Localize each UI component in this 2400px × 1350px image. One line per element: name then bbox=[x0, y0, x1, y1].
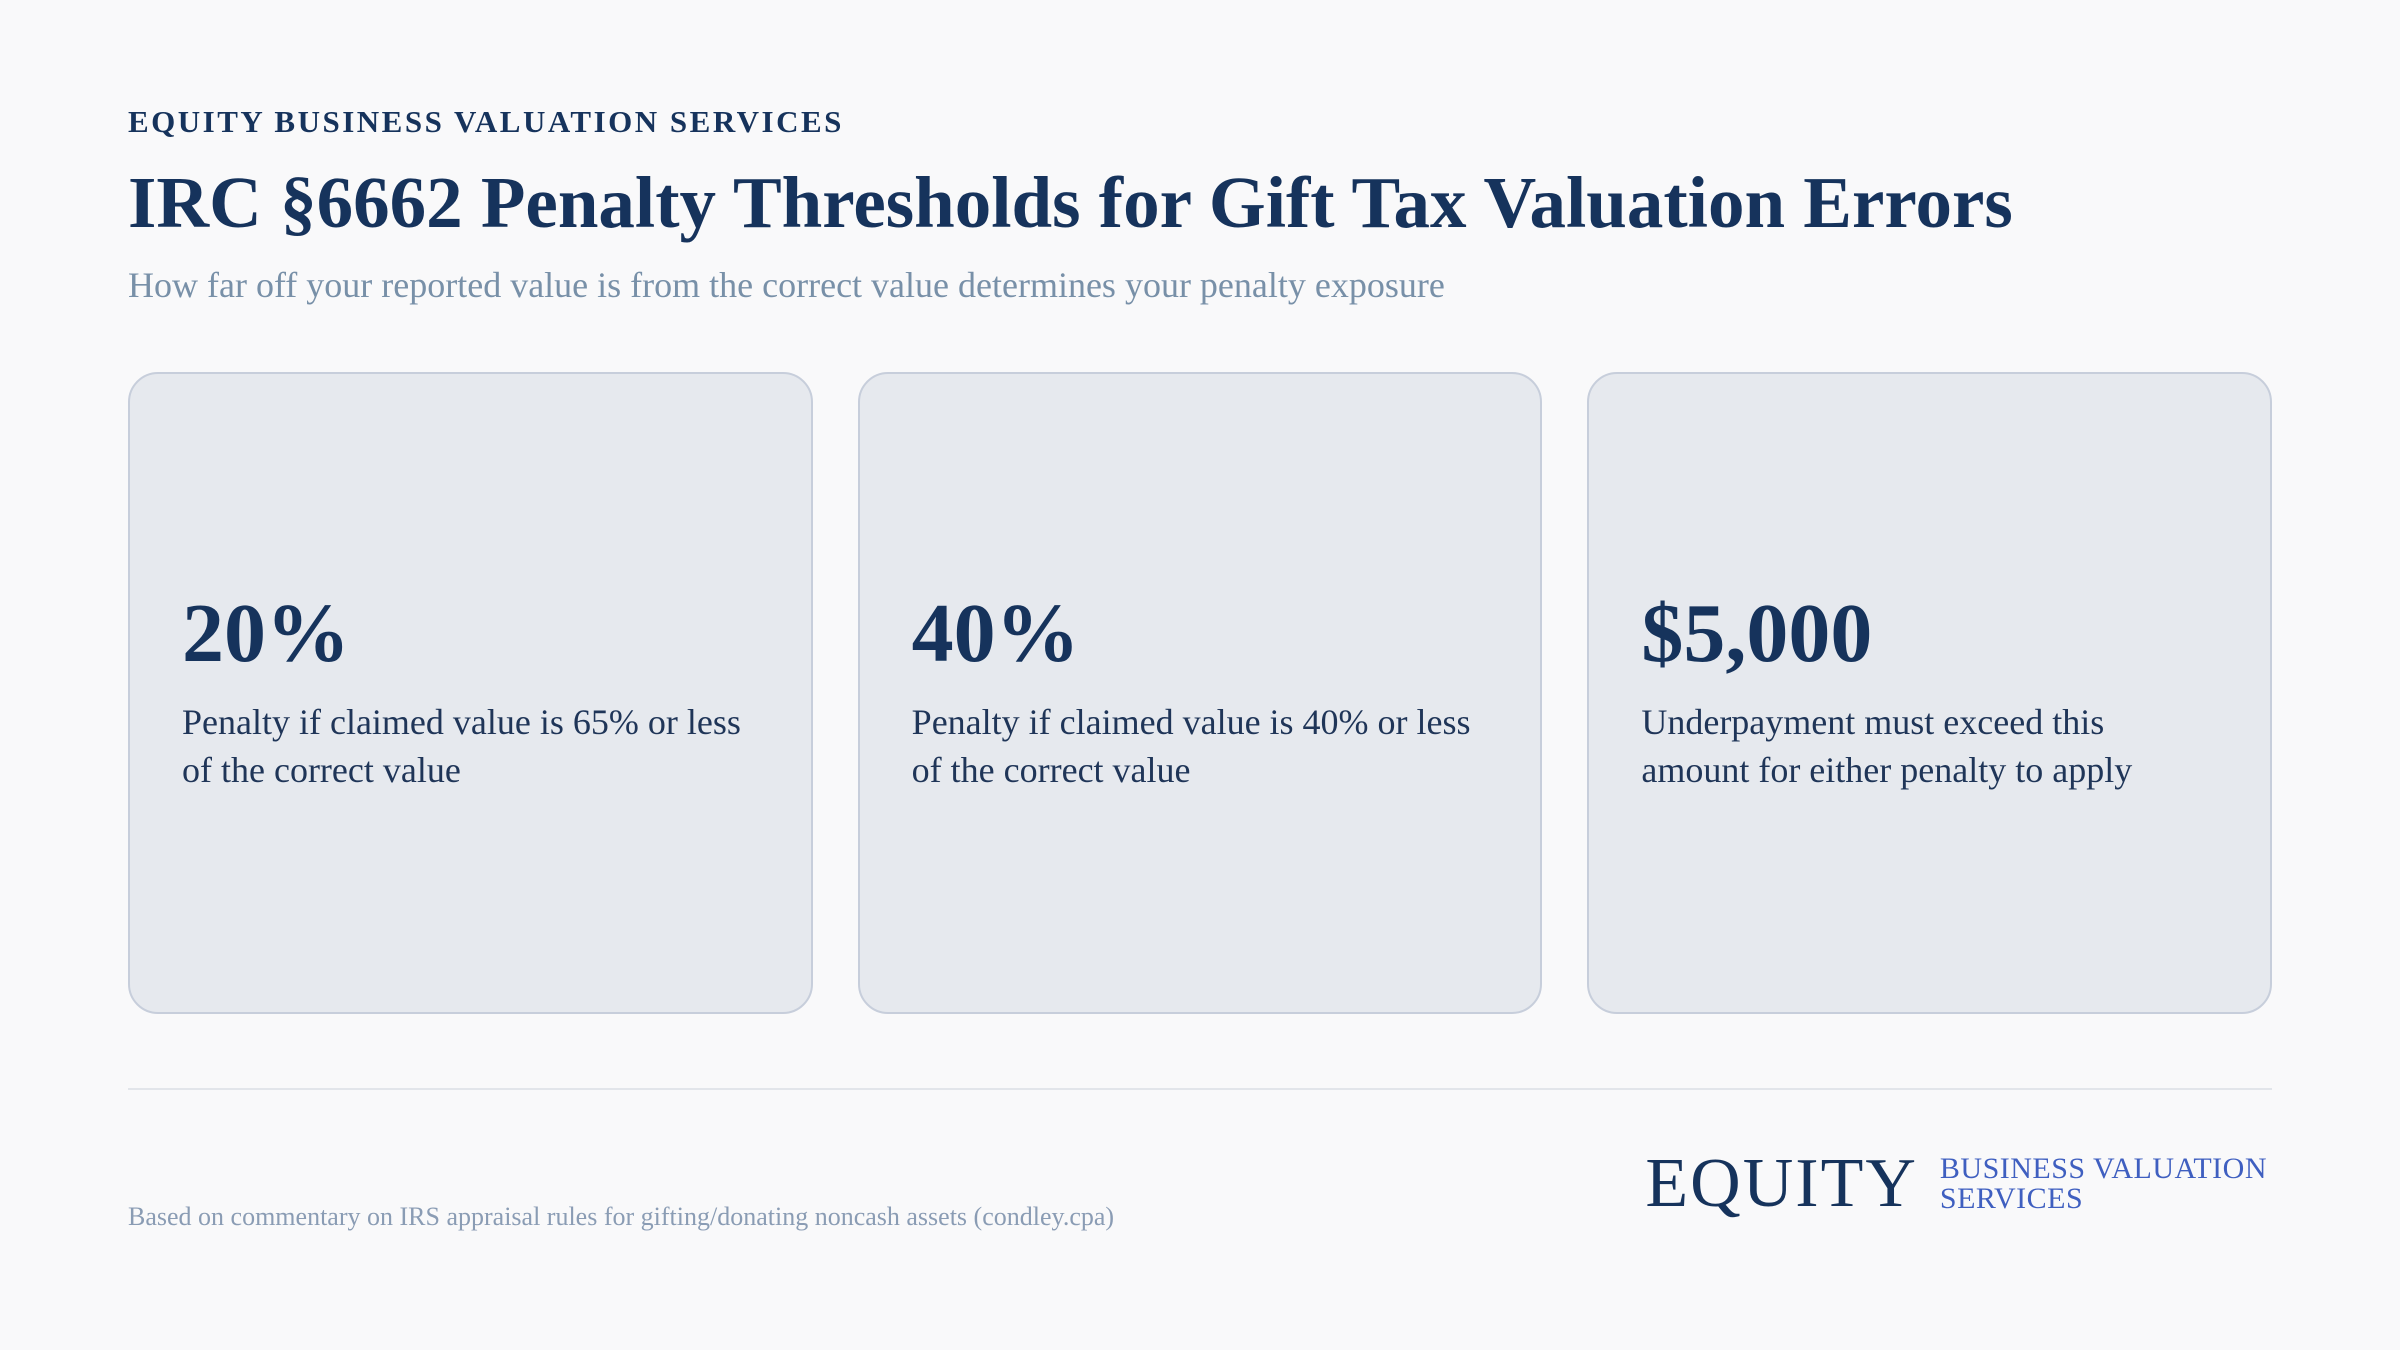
stat-value: 40% bbox=[911, 587, 1080, 680]
eyebrow-label: EQUITY BUSINESS VALUATION SERVICES bbox=[128, 104, 844, 139]
footer-divider bbox=[128, 1088, 2272, 1090]
stat-card-5000-threshold: $5,000 Underpayment must exceed this amo… bbox=[1587, 372, 2273, 1014]
stat-cards: 20% Penalty if claimed value is 65% or l… bbox=[128, 372, 2273, 1014]
stat-card-20-percent: 20% Penalty if claimed value is 65% or l… bbox=[128, 372, 813, 1014]
stat-card-40-percent: 40% Penalty if claimed value is 40% or l… bbox=[857, 372, 1543, 1014]
source-footnote: Based on commentary on IRS appraisal rul… bbox=[128, 1202, 1115, 1231]
stat-description: Underpayment must exceed this amount for… bbox=[1641, 702, 2133, 790]
page-title: IRC §6662 Penalty Thresholds for Gift Ta… bbox=[128, 162, 2013, 243]
stat-value: $5,000 bbox=[1641, 587, 1873, 680]
logo-tagline-line2: SERVICES bbox=[1939, 1182, 2084, 1215]
company-logo: EQUITY BUSINESS VALUATION SERVICES bbox=[1645, 1144, 2267, 1224]
logo-tagline-line1: BUSINESS VALUATION bbox=[1939, 1152, 2267, 1185]
page-subtitle: How far off your reported value is from … bbox=[128, 265, 1445, 305]
logo-tagline: BUSINESS VALUATION SERVICES bbox=[1940, 1154, 2267, 1214]
logo-wordmark: EQUITY bbox=[1645, 1145, 1918, 1222]
stat-description: Penalty if claimed value is 65% or less … bbox=[182, 702, 741, 790]
stat-description: Penalty if claimed value is 40% or less … bbox=[911, 702, 1471, 790]
stat-value: 20% bbox=[182, 587, 350, 680]
